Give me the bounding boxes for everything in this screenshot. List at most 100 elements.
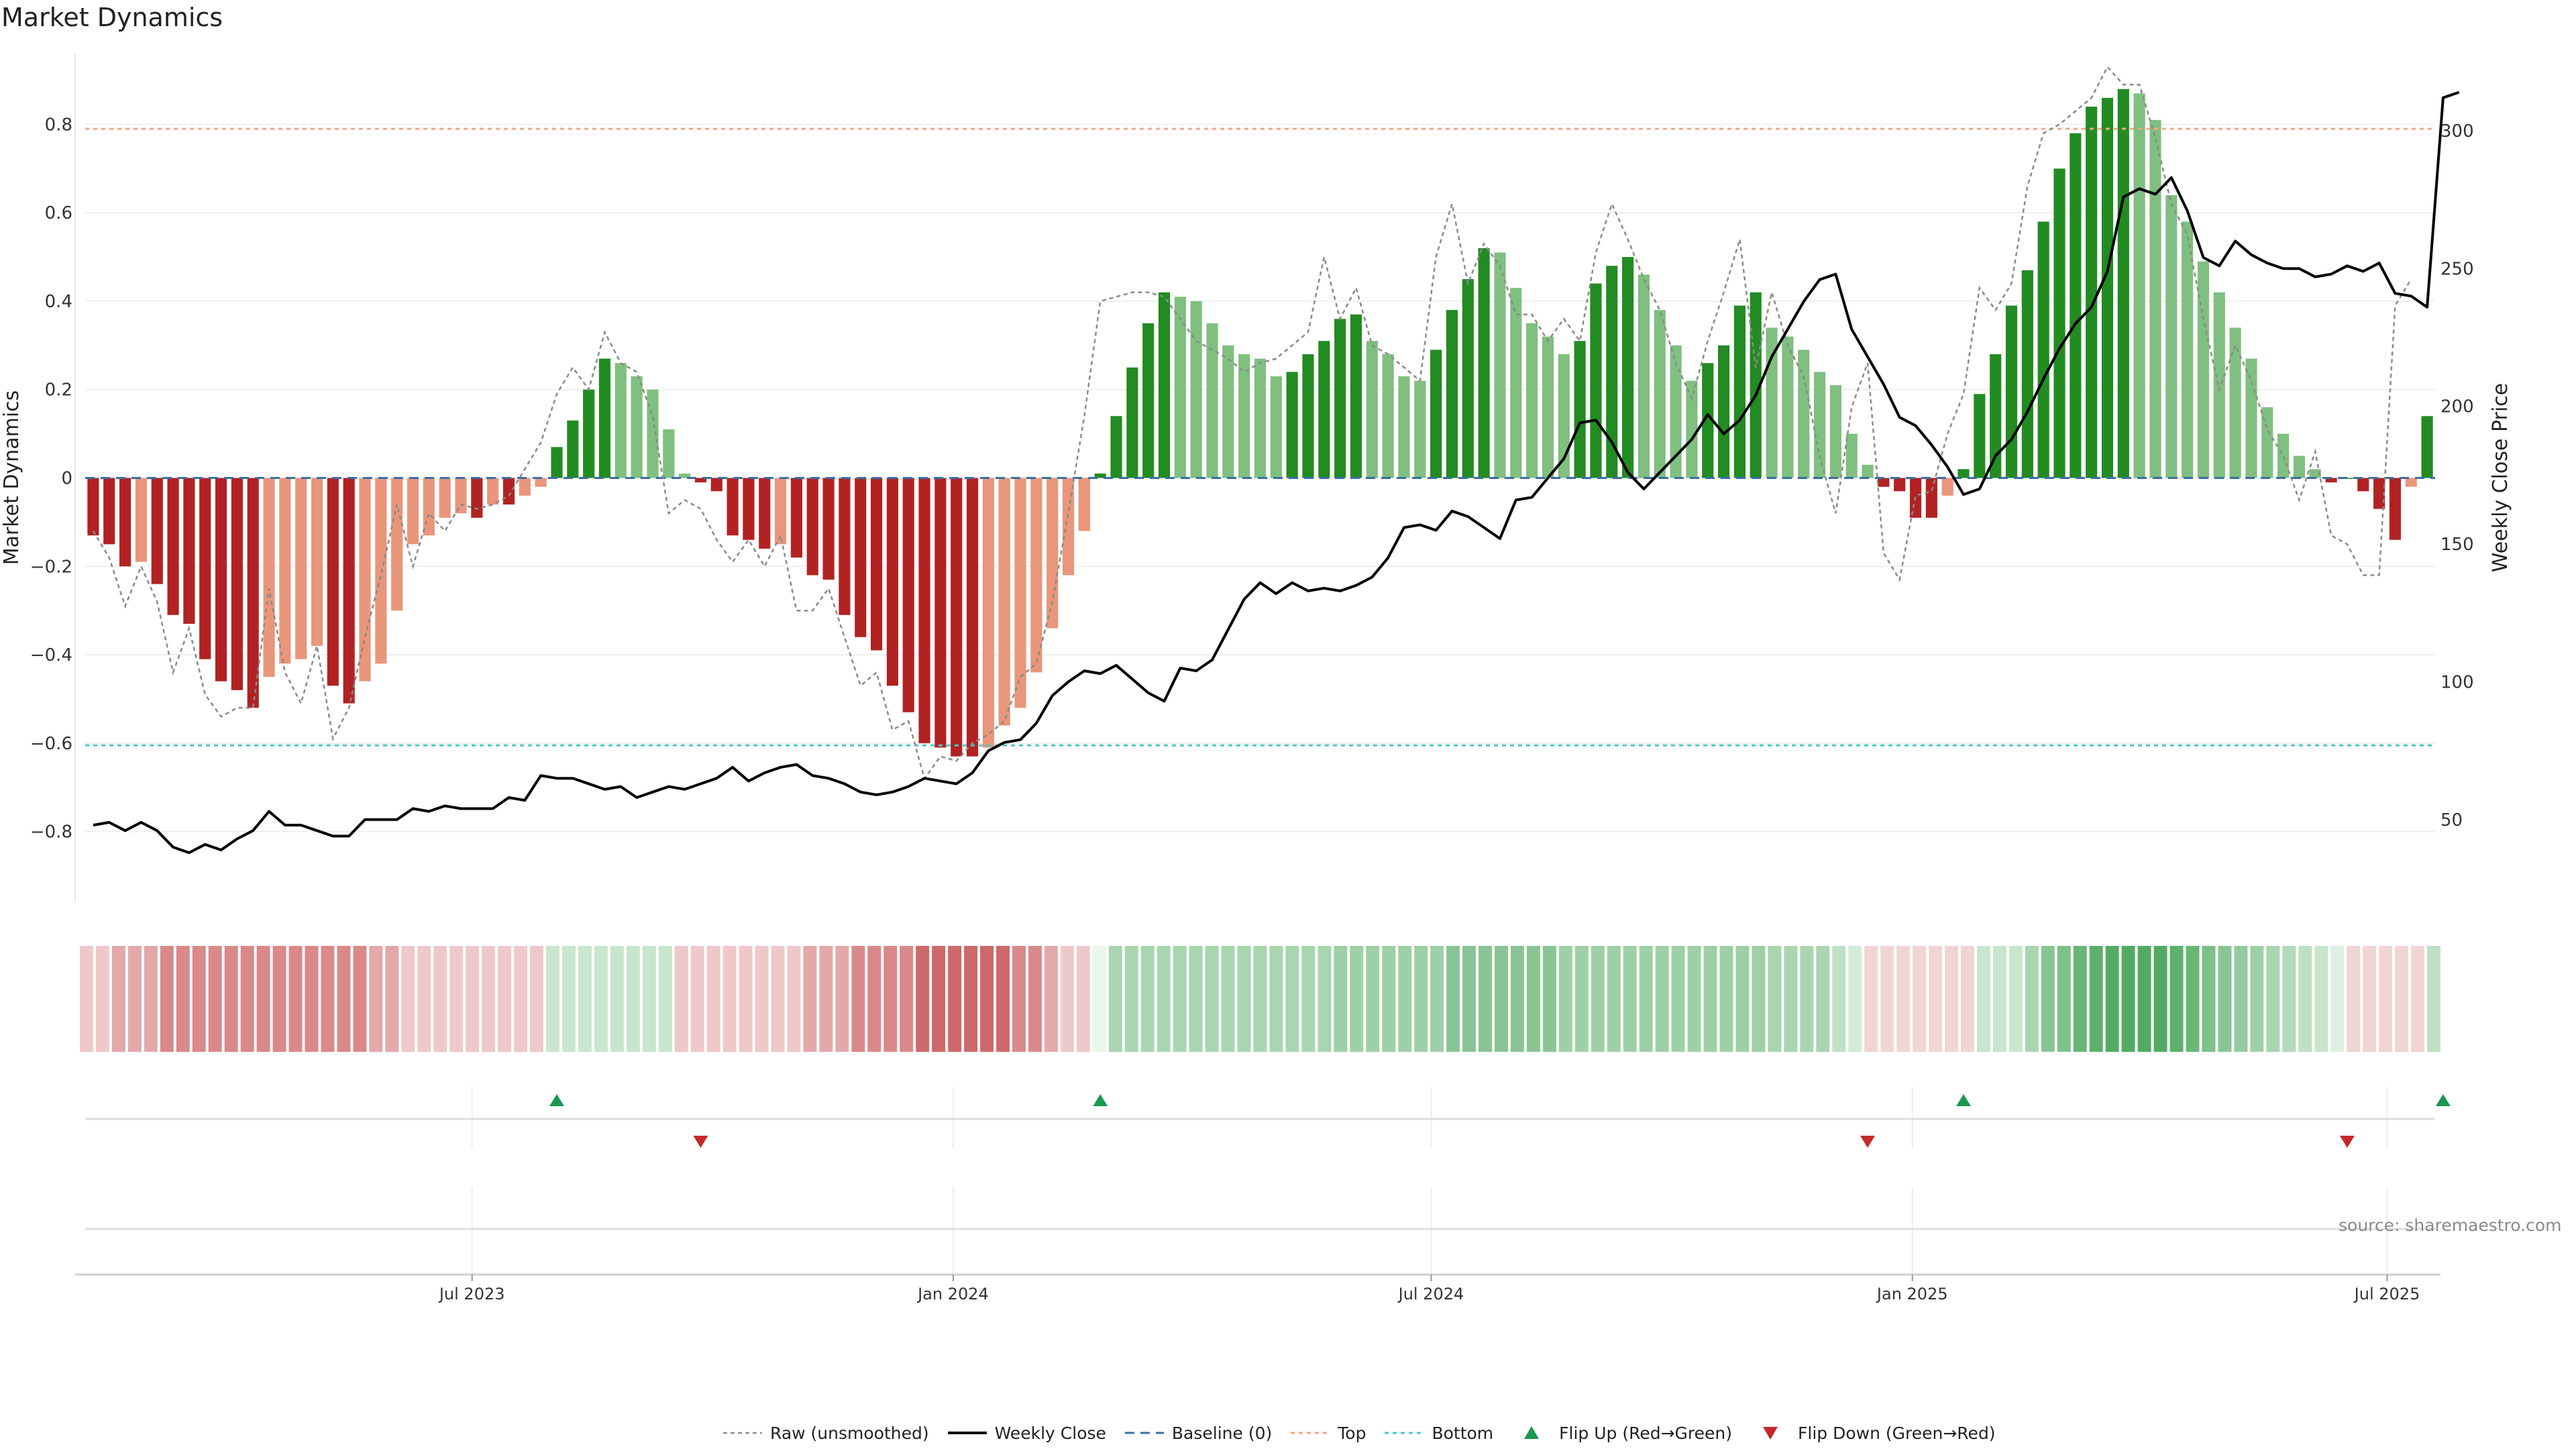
flip-up-marker xyxy=(1956,1094,1972,1106)
heat-cell xyxy=(739,946,753,1052)
heat-cell xyxy=(305,946,319,1052)
heat-cell xyxy=(755,946,769,1052)
heat-cell xyxy=(932,946,946,1052)
heat-cell xyxy=(2266,946,2280,1052)
heat-cell xyxy=(353,946,367,1052)
left-axis-title: Market Dynamics xyxy=(0,390,23,566)
momentum-bar xyxy=(199,478,211,659)
legend-item-bottom: Bottom xyxy=(1383,1424,1493,1443)
heat-cell xyxy=(1832,946,1846,1052)
heat-cell xyxy=(1752,946,1766,1052)
heat-cell xyxy=(2089,946,2103,1052)
momentum-bar xyxy=(1414,380,1426,478)
momentum-bar xyxy=(407,478,419,545)
momentum-bar xyxy=(1254,358,1267,478)
heat-cell xyxy=(2347,946,2361,1052)
heat-cell xyxy=(2008,946,2023,1052)
flip-up-marker xyxy=(549,1094,564,1106)
momentum-bar xyxy=(918,478,930,743)
heat-cell xyxy=(1108,946,1122,1052)
left-tick-label: 0.2 xyxy=(45,380,72,400)
momentum-bar xyxy=(1142,323,1155,478)
momentum-bar xyxy=(966,478,979,757)
momentum-bar xyxy=(1813,372,1826,478)
momentum-bar xyxy=(902,478,914,712)
heat-cell xyxy=(835,946,849,1052)
heat-cell xyxy=(2282,946,2296,1052)
momentum-bar xyxy=(806,478,818,576)
heat-cell xyxy=(1574,946,1589,1052)
legend-item-top: Top xyxy=(1289,1424,1366,1443)
momentum-bar xyxy=(1845,433,1858,478)
momentum-bar xyxy=(1542,336,1554,478)
legend-swatch-close xyxy=(947,1432,987,1434)
legend-label: Flip Up (Red→Green) xyxy=(1559,1423,1733,1443)
momentum-bar xyxy=(855,478,867,637)
momentum-bar xyxy=(1382,354,1394,478)
momentum-bar xyxy=(2037,221,2049,478)
x-tick-label: Jul 2023 xyxy=(438,1285,505,1303)
heat-cell xyxy=(1591,946,1605,1052)
heat-cell xyxy=(482,946,496,1052)
momentum-bar xyxy=(2182,221,2194,478)
heat-cell xyxy=(466,946,480,1052)
momentum-bar xyxy=(871,478,883,651)
legend-swatch-flip_down xyxy=(1763,1427,1778,1440)
momentum-bar xyxy=(1686,380,1698,478)
momentum-bar xyxy=(1894,478,1906,492)
left-tick-label: 0.8 xyxy=(45,115,72,135)
heat-cell xyxy=(2105,946,2119,1052)
heat-cell xyxy=(2121,946,2135,1052)
x-tick-label: Jan 2024 xyxy=(916,1285,989,1303)
heat-cell xyxy=(1929,946,1943,1052)
right-tick-label: 50 xyxy=(2440,810,2463,830)
heat-cell xyxy=(1992,946,2006,1052)
momentum-bar xyxy=(295,478,307,659)
heat-cell xyxy=(626,946,640,1052)
momentum-bar xyxy=(1174,297,1186,478)
heat-cell xyxy=(1076,946,1090,1052)
left-tick-label: −0.6 xyxy=(30,734,72,754)
momentum-bar xyxy=(647,389,659,478)
momentum-bar xyxy=(1110,416,1122,478)
momentum-bar xyxy=(679,473,691,478)
heat-cell xyxy=(160,946,174,1052)
heat-cell xyxy=(1800,946,1814,1052)
heat-cell xyxy=(771,946,785,1052)
heat-cell xyxy=(1124,946,1138,1052)
momentum-bar xyxy=(886,478,898,686)
momentum-bar xyxy=(1829,385,1841,478)
right-axis-title: Weekly Close Price xyxy=(2489,383,2512,572)
right-tick-label: 200 xyxy=(2440,397,2474,417)
right-tick-label: 250 xyxy=(2440,259,2474,279)
momentum-bar xyxy=(1558,354,1570,478)
flip-panel xyxy=(85,1094,2451,1230)
heat-cell xyxy=(1382,946,1396,1052)
heat-cell xyxy=(1816,946,1830,1052)
flip-down-marker xyxy=(693,1136,708,1148)
momentum-bar xyxy=(263,478,275,677)
heat-cell xyxy=(1479,946,1493,1052)
heat-cell xyxy=(1735,946,1750,1052)
heat-cell xyxy=(2057,946,2071,1052)
heat-cell xyxy=(867,946,881,1052)
momentum-bar xyxy=(535,478,547,487)
heat-cell xyxy=(1848,946,1862,1052)
momentum-bar xyxy=(1638,274,1650,478)
momentum-bar xyxy=(423,478,435,536)
momentum-bar xyxy=(727,478,739,536)
momentum-bar xyxy=(2421,416,2433,478)
momentum-bar xyxy=(2245,358,2257,478)
momentum-bar xyxy=(583,389,595,478)
heat-cell xyxy=(1334,946,1348,1052)
heat-cell xyxy=(2411,946,2425,1052)
heat-cell xyxy=(2169,946,2184,1052)
momentum-bar xyxy=(1270,376,1282,478)
heat-cell xyxy=(369,946,383,1052)
heat-cell xyxy=(883,946,898,1052)
momentum-bar xyxy=(2101,97,2114,478)
heat-cell xyxy=(803,946,817,1052)
heat-cell xyxy=(2025,946,2039,1052)
heat-cell xyxy=(658,946,672,1052)
legend-item-raw: Raw (unsmoothed) xyxy=(722,1424,929,1443)
